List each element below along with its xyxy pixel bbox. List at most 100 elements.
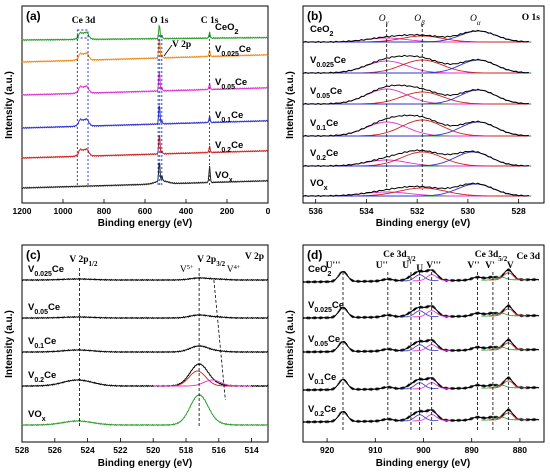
- panel-c-component: [153, 379, 252, 387]
- panel-b-series-label: CeO2: [310, 24, 334, 38]
- panel-b-envelope: [302, 29, 529, 44]
- panel-a-series-label: VOx: [215, 170, 233, 184]
- panel-b-component-label: Oγ: [379, 14, 389, 27]
- panel-a-o1s-label: O 1s: [150, 16, 169, 26]
- panel-b-envelope: [302, 84, 529, 106]
- panel-a-xtick-label: 400: [179, 206, 193, 216]
- panel-c-frame: [21, 244, 269, 443]
- panel-b-envelope: [302, 182, 529, 198]
- panel-c-spectrum: [21, 313, 269, 320]
- panel-d-ylabel: Intensity (a.u.): [285, 310, 296, 378]
- panel-c-series-label: V0.05Ce: [28, 302, 60, 316]
- panel-d-peak-label: V': [485, 261, 495, 271]
- panel-a-frame: [21, 5, 269, 204]
- panel-d-series-label: CeO2: [308, 264, 332, 278]
- panel-a-c1s-label: C 1s: [201, 16, 219, 26]
- panel-d-component: [481, 384, 520, 389]
- panel-b-component-label: Oβ: [414, 14, 425, 27]
- panel-d-label: (d): [307, 248, 322, 262]
- panel-c-spectrum: [21, 344, 269, 354]
- panel-a-xtick-label: 600: [138, 206, 152, 216]
- panel-d-component: [481, 416, 520, 421]
- panel-a-series-4: [21, 135, 269, 160]
- panel-d-xtick-label: 880: [513, 445, 527, 455]
- panel-a: (a) CeO2 V0.025Ce V0.05Ce V0.1Ce V0.2Ce VOx Ce…: [4, 5, 271, 229]
- panel-a-series-label: V0.2Ce: [215, 140, 243, 154]
- panel-a-series-label: V0.025Ce: [215, 44, 251, 58]
- panel-c-xtick-label: 516: [212, 445, 226, 455]
- panel-a-ce3d-label: Ce 3d: [72, 16, 96, 26]
- panel-b-xtick-label: 528: [512, 206, 526, 216]
- panel-c-spectrum: [21, 393, 269, 427]
- panel-d-peak-label: U''': [326, 261, 341, 271]
- panel-d-peak-label: U: [416, 264, 423, 274]
- panel-d-peak-label: U'': [376, 261, 388, 271]
- panel-d-region-label: Ce 3d5/2: [475, 250, 508, 263]
- panel-c-spectrum: [21, 276, 269, 282]
- panel-a-xtick-label: 1200: [13, 206, 32, 216]
- panel-b-xlabel: Binding energy (eV): [376, 218, 470, 229]
- panel-c-v2p32-label: V 2p3/2: [197, 255, 226, 268]
- panel-c-xlabel: Binding energy (eV): [98, 458, 192, 469]
- panel-c-xtick-label: 514: [245, 445, 259, 455]
- panel-d-xlabel: Binding energy (eV): [376, 458, 470, 469]
- panel-b-series-label: V0.1Ce: [310, 118, 338, 132]
- panel-d-xtick-label: 900: [416, 445, 430, 455]
- panel-b-envelope: [302, 114, 529, 138]
- panel-c: (c) V 2p V0.025Ce V0.05Ce V0.1Ce V0.2Ce VOx V…: [4, 244, 269, 469]
- panel-b: (b) O 1s CeO2 V0.025Ce V0.05Ce V0.1Ce V0.2Ce…: [285, 5, 545, 229]
- panel-a-series-0: [21, 24, 269, 42]
- panel-c-v2p12-label: V 2p1/2: [69, 255, 98, 268]
- panel-a-xlabel: Binding energy (eV): [98, 218, 192, 229]
- panel-d-peak-label: V: [507, 261, 514, 271]
- panel-d-series-label: V0.025Ce: [308, 300, 344, 314]
- panel-a-v2p-arrow: [163, 44, 173, 57]
- panel-a-xtick-label: 200: [220, 206, 234, 216]
- panel-c-corner-label: V 2p: [245, 252, 264, 262]
- panel-a-label: (a): [26, 9, 41, 23]
- panel-a-xtick-label: 0: [266, 206, 271, 216]
- panel-d-xtick-label: 910: [368, 445, 382, 455]
- panel-a-series-1: [21, 39, 269, 64]
- panel-a-series-2: [21, 72, 269, 97]
- panel-d-component: [481, 312, 520, 317]
- panel-d-peak-label: U': [402, 261, 412, 271]
- panel-d-peak-label: V'': [467, 261, 479, 271]
- panel-c-spectrum: [21, 362, 269, 388]
- panel-c-xtick-label: 526: [48, 445, 62, 455]
- panel-b-label: (b): [307, 9, 322, 23]
- panel-b-envelope: [302, 149, 529, 168]
- panel-c-component: [153, 370, 252, 387]
- panel-d-component: [481, 346, 520, 351]
- panel-d-component: [412, 310, 451, 318]
- panel-b-xtick-label: 532: [410, 206, 424, 216]
- panel-c-series-label: V0.2Ce: [28, 370, 56, 384]
- panel-d-component: [400, 310, 439, 318]
- panel-b-xtick-label: 536: [309, 206, 323, 216]
- panel-b-ylabel: Intensity (a.u.): [285, 71, 296, 139]
- panel-a-series-label: V0.05Ce: [215, 77, 247, 91]
- panel-d-region-label: Ce 3d3/2: [383, 250, 416, 263]
- panel-a-series-label: CeO2: [215, 22, 239, 36]
- panel-b-xtick-label: 534: [359, 206, 373, 216]
- panel-a-v2p-label: V 2p: [172, 40, 191, 50]
- panel-a-ce-box: [76, 29, 89, 39]
- panel-a-series-3: [21, 105, 269, 130]
- panel-d-component: [489, 380, 528, 389]
- panel-c-xtick-label: 524: [81, 445, 95, 455]
- panel-c-guide: [213, 279, 226, 401]
- panel-d-series-label: V0.05Ce: [308, 334, 340, 348]
- panel-d-xtick-label: 920: [320, 445, 334, 455]
- panel-d: (d) Ce 3d CeO2 V0.025Ce V0.05Ce V0.1Ce V0.2C…: [285, 244, 545, 469]
- panel-c-v5-label: V5+: [180, 264, 194, 276]
- panel-c-ylabel: Intensity (a.u.): [4, 310, 15, 378]
- panel-b-xtick-label: 530: [461, 206, 475, 216]
- panel-b-series-label: VOx: [310, 178, 328, 192]
- panel-d-peak-label: V''': [426, 261, 441, 271]
- panel-d-series-label: V0.2Ce: [308, 404, 336, 418]
- panel-a-series-label: V0.1Ce: [215, 110, 243, 124]
- panel-b-series-label: V0.025Ce: [310, 55, 346, 69]
- panel-d-series-label: V0.1Ce: [308, 372, 336, 386]
- panel-b-series-label: V0.2Ce: [310, 148, 338, 162]
